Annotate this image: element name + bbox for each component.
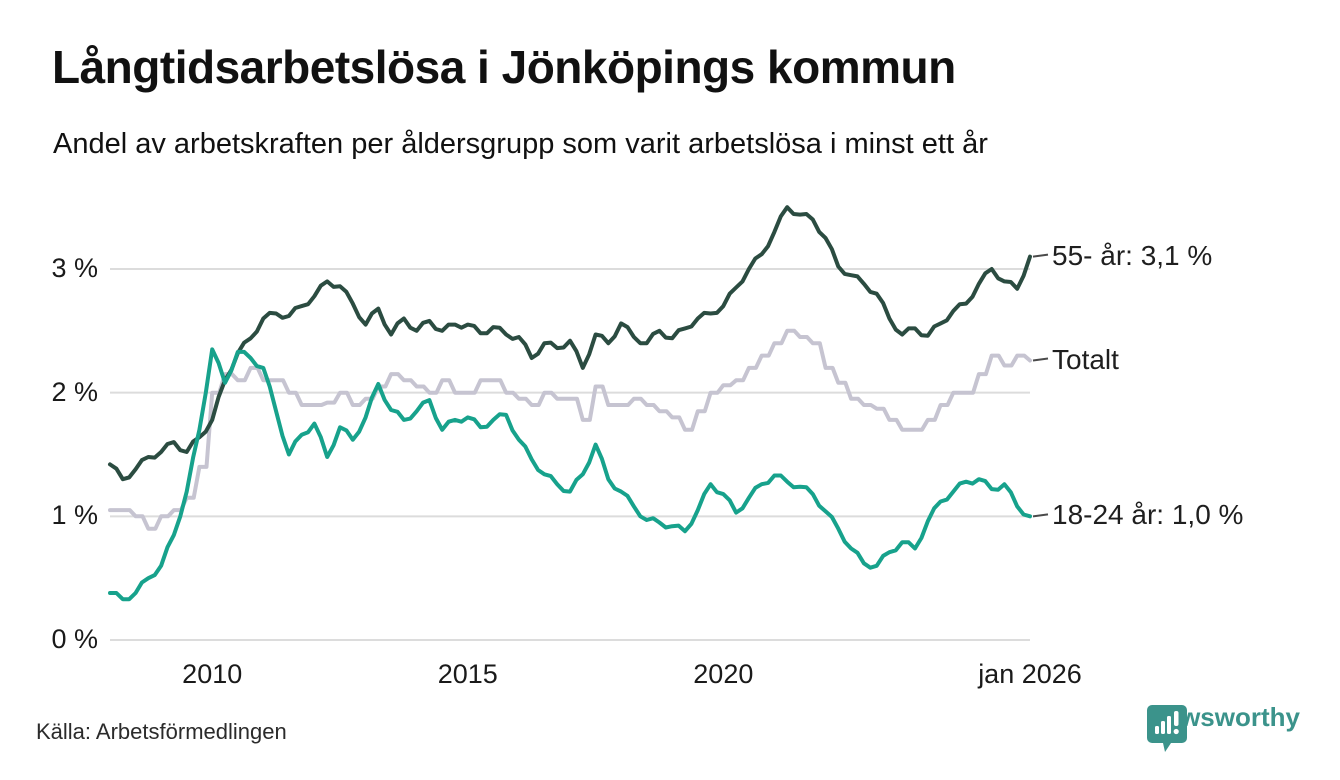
x-tick-label: 2015 xyxy=(437,659,498,689)
series-line-18-24-r xyxy=(108,347,1032,602)
end-label-dash xyxy=(1032,357,1049,362)
y-tick-label: 2 % xyxy=(51,376,98,407)
end-label-dash xyxy=(1032,253,1049,258)
series-line-55-r xyxy=(108,205,1032,482)
chart-subtitle: Andel av arbetskraften per åldersgrupp s… xyxy=(53,128,988,160)
x-tick-label: jan 2026 xyxy=(978,659,1082,689)
y-tick-label: 3 % xyxy=(51,252,98,283)
brand-logo: Newsworthy xyxy=(1146,702,1300,752)
newsworthy-pin-icon xyxy=(1146,705,1187,752)
end-label-dash xyxy=(1032,513,1049,518)
series-end-label: 18-24 år: 1,0 % xyxy=(1052,499,1244,531)
x-tick-label: 2010 xyxy=(182,659,243,689)
page-title: Långtidsarbetslösa i Jönköpings kommun xyxy=(52,41,956,93)
source-note: Källa: Arbetsförmedlingen xyxy=(36,719,287,744)
y-tick-label: 0 % xyxy=(51,624,98,654)
series-line-totalt xyxy=(108,328,1032,531)
x-tick-label: 2020 xyxy=(693,659,754,689)
y-tick-label: 1 % xyxy=(51,500,98,531)
series-end-label: Totalt xyxy=(1052,343,1119,375)
series-end-label: 55- år: 3,1 % xyxy=(1052,239,1213,271)
